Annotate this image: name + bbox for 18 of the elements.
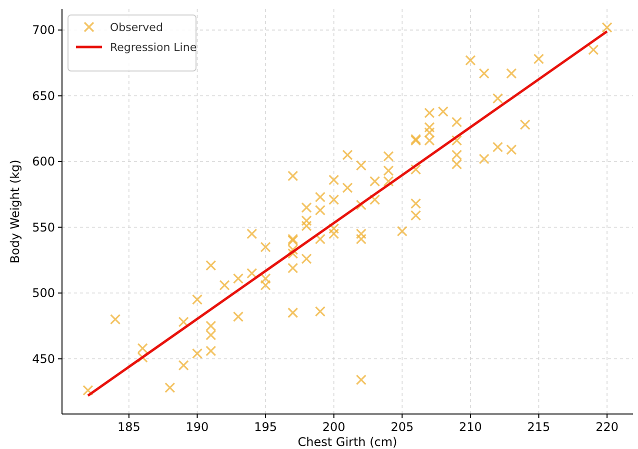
y-tick-label: 550 (32, 220, 55, 234)
legend-label: Regression Line (110, 40, 197, 54)
x-tick-label: 215 (527, 420, 550, 434)
x-axis-title: Chest Girth (cm) (298, 435, 398, 449)
x-tick-label: 210 (458, 420, 482, 434)
y-tick-label: 500 (32, 286, 55, 300)
x-tick-label: 220 (596, 420, 618, 434)
y-tick-label: 450 (32, 352, 55, 366)
y-tick-label: 700 (32, 23, 55, 38)
x-tick-label: 190 (186, 420, 209, 434)
x-tick-label: 205 (390, 420, 414, 434)
legend-label: Observed (110, 20, 163, 34)
y-tick-label: 600 (32, 154, 55, 169)
y-axis-title: Body Weight (kg) (8, 160, 22, 264)
y-tick-label: 650 (32, 88, 55, 103)
x-tick-label: 200 (322, 420, 346, 434)
x-tick-label: 185 (117, 420, 140, 434)
x-tick-label: 195 (254, 420, 277, 434)
